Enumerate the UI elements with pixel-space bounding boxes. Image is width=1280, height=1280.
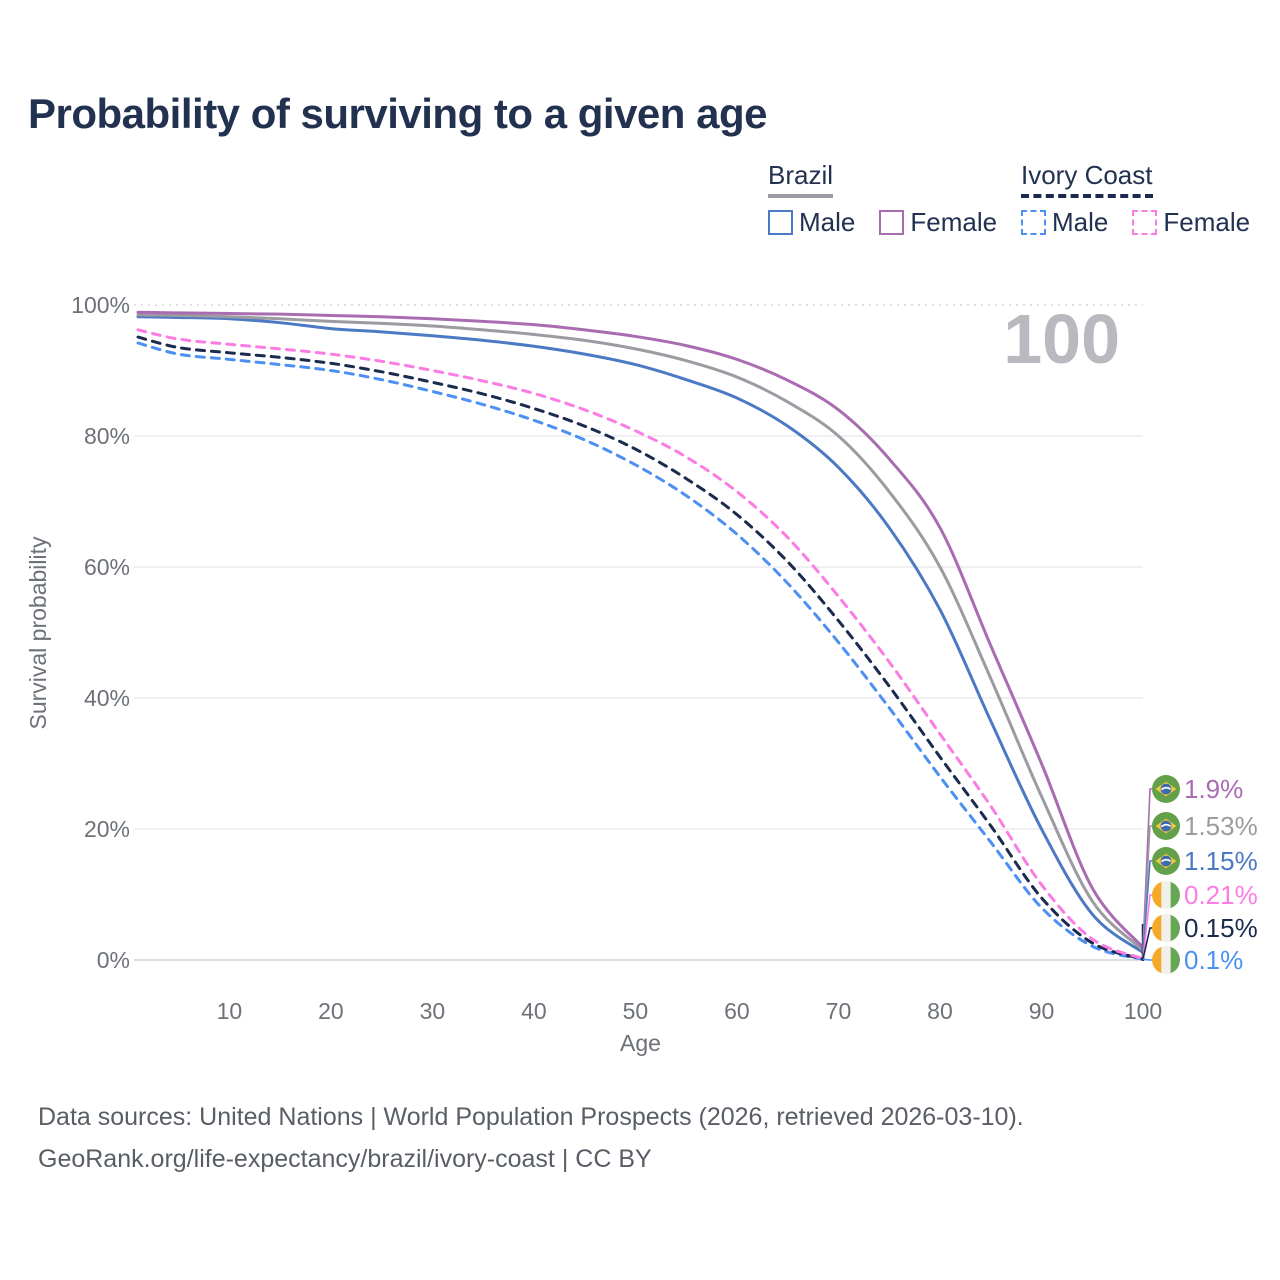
y-tick-label: 80% [84,423,130,449]
legend-group-ivory-coast: Ivory Coast Male Female [1021,160,1250,238]
ivory-coast-male-swatch-icon [1021,210,1046,235]
footer-line-attribution[interactable]: GeoRank.org/life-expectancy/brazil/ivory… [38,1145,652,1173]
page-title: Probability of surviving to a given age [28,90,767,137]
legend-group-brazil: Brazil Male Female [768,160,997,238]
data-sources-footer: Data sources: United Nations | World Pop… [38,1096,1024,1180]
legend-item-label: Female [1163,207,1251,237]
series-line-ivory-coast-male[interactable] [136,341,1145,961]
x-tick-label: 60 [724,998,750,1024]
end-label-connector [1142,958,1152,961]
end-value-label: 0.21% [1184,880,1258,910]
x-tick-label: 90 [1029,998,1055,1024]
y-tick-label: 20% [84,816,130,842]
brazil-flag-icon [1152,775,1180,803]
series-line-brazil-both-sexes[interactable] [136,313,1145,952]
brazil-female-swatch-icon [879,210,905,235]
brazil-male-swatch-icon [768,210,793,235]
ivory-coast-flag-icon [1152,914,1180,942]
legend-item-label: Male [799,207,856,237]
y-tick-label: 40% [84,685,130,711]
footer-line-sources: Data sources: United Nations | World Pop… [38,1103,1024,1131]
brazil-flag-icon [1152,812,1180,840]
y-tick-label: 0% [97,947,130,973]
x-tick-label: 10 [217,998,243,1024]
legend: Brazil Male Female Ivory Coast Male [0,160,1280,240]
y-axis-title: Survival probability [25,536,51,730]
end-value-label: 1.9% [1184,774,1243,804]
legend-item-label: Male [1052,207,1109,237]
legend-country-brazil[interactable]: Brazil [768,160,834,198]
series-line-brazil-female[interactable] [136,310,1145,950]
end-value-label: 0.15% [1184,913,1258,943]
x-tick-label: 20 [318,998,344,1024]
legend-item-label: Female [910,207,998,237]
end-label-connector [1142,927,1152,960]
y-tick-label: 100% [71,292,130,318]
series-line-ivory-coast-both-sexes[interactable] [136,335,1145,961]
end-value-label: 0.1% [1184,945,1243,975]
legend-item-brazil-male[interactable]: Male [768,207,855,238]
ivory-coast-female-swatch-icon [1132,210,1158,235]
series-line-brazil-male[interactable] [136,315,1145,954]
end-value-label: 1.15% [1184,846,1258,876]
legend-item-ivory-coast-female[interactable]: Female [1132,207,1250,238]
legend-country-ivory-coast[interactable]: Ivory Coast [1021,160,1153,198]
brazil-flag-icon [1152,847,1180,875]
end-label-connector [1142,825,1152,951]
x-tick-label: 100 [1124,998,1162,1024]
x-tick-label: 80 [927,998,953,1024]
end-label-connector [1142,860,1152,953]
legend-item-brazil-female[interactable]: Female [879,207,997,238]
y-tick-label: 60% [84,554,130,580]
x-tick-label: 50 [623,998,649,1024]
end-value-label: 1.53% [1184,811,1258,841]
hover-age-watermark: 100 [1003,300,1120,378]
x-tick-label: 70 [826,998,852,1024]
x-tick-label: 40 [521,998,547,1024]
x-tick-label: 30 [420,998,446,1024]
ivory-coast-flag-icon [1152,946,1180,974]
x-axis-title: Age [620,1030,661,1056]
end-label-connector [1142,894,1152,959]
ivory-coast-flag-icon [1152,881,1180,909]
series-line-ivory-coast-female[interactable] [136,328,1145,961]
legend-item-ivory-coast-male[interactable]: Male [1021,207,1108,238]
